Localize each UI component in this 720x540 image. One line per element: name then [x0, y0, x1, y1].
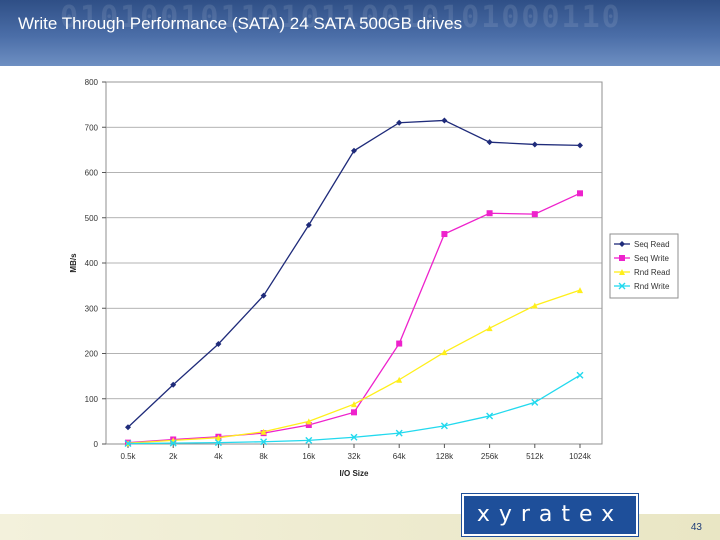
- legend-marker-rnd-read: [619, 269, 625, 275]
- x-axis-label: I/O Size: [340, 469, 369, 478]
- y-tick-label: 700: [85, 123, 99, 132]
- data-point-rnd-write: [214, 439, 222, 447]
- data-point-rnd-write: [305, 436, 313, 444]
- xyratex-logo: xyratex: [462, 494, 638, 536]
- y-tick-label: 800: [85, 78, 99, 87]
- data-point-rnd-read: [531, 302, 538, 309]
- legend-marker-rnd-write: [618, 282, 626, 290]
- data-point-seq-read: [215, 340, 222, 347]
- data-point-seq-read: [441, 117, 448, 124]
- legend-marker-seq-write: [619, 255, 625, 261]
- data-point-seq-read: [577, 142, 583, 149]
- data-point-rnd-write: [576, 371, 584, 379]
- y-tick-label: 500: [85, 214, 99, 223]
- data-point-seq-write: [531, 211, 538, 218]
- x-tick-label: 8k: [259, 452, 268, 461]
- data-point-seq-read: [260, 292, 267, 299]
- data-point-seq-read: [170, 381, 177, 388]
- legend-marker-seq-read: [619, 241, 625, 247]
- data-point-seq-write: [441, 231, 448, 238]
- data-point-rnd-write: [350, 433, 358, 441]
- y-tick-label: 300: [85, 304, 99, 313]
- y-tick-label: 200: [85, 350, 99, 359]
- x-tick-label: 64k: [393, 452, 407, 461]
- data-point-rnd-read: [305, 418, 312, 425]
- x-tick-label: 0.5k: [120, 452, 136, 461]
- x-tick-label: 1024k: [569, 452, 592, 461]
- data-point-seq-write: [305, 421, 312, 428]
- x-tick-label: 32k: [348, 452, 362, 461]
- data-point-rnd-write: [531, 398, 539, 406]
- data-point-rnd-write: [260, 438, 268, 446]
- data-point-seq-read: [305, 221, 312, 228]
- data-point-rnd-write: [124, 440, 132, 448]
- data-point-rnd-read: [577, 287, 583, 294]
- data-point-rnd-write: [440, 422, 448, 430]
- data-point-seq-read: [531, 141, 538, 148]
- data-point-seq-write: [577, 190, 583, 197]
- y-tick-label: 400: [85, 259, 99, 268]
- binary-background-decoration: 0101001011010110010101000110: [60, 0, 622, 35]
- slide-header: 0101001011010110010101000110 Write Throu…: [0, 0, 720, 66]
- legend-label-seq-write: Seq Write: [634, 254, 670, 263]
- data-point-seq-read: [486, 139, 493, 146]
- y-tick-label: 0: [94, 440, 99, 449]
- y-tick-label: 600: [85, 169, 99, 178]
- data-point-rnd-read: [351, 401, 357, 408]
- data-point-seq-read: [396, 119, 403, 126]
- data-point-seq-read: [351, 147, 357, 154]
- data-point-rnd-write: [395, 429, 403, 437]
- data-point-rnd-read: [215, 434, 222, 441]
- y-axis-label: MB/s: [69, 253, 78, 273]
- data-point-rnd-write: [169, 439, 177, 447]
- data-point-seq-write: [396, 340, 403, 347]
- page-number: 43: [690, 522, 702, 533]
- data-point-seq-read: [125, 424, 131, 431]
- y-tick-label: 100: [85, 395, 99, 404]
- slide-title: Write Through Performance (SATA) 24 SATA…: [18, 14, 463, 33]
- line-chart: 0 100 200 300 400 500 600 700 800 0.5k 2k 4k 8k 16k 32…: [69, 78, 679, 478]
- data-point-rnd-read: [441, 349, 448, 356]
- x-tick-label: 256k: [481, 452, 499, 461]
- chart-area: 0 100 200 300 400 500 600 700 800 0.5k 2k 4k 8k 16k 32…: [0, 66, 720, 516]
- x-tick-label: 2k: [169, 452, 178, 461]
- x-tick-label: 16k: [302, 452, 316, 461]
- x-tick-label: 4k: [214, 452, 223, 461]
- x-tick-label: 128k: [436, 452, 454, 461]
- data-point-rnd-read: [486, 325, 493, 332]
- legend-label-rnd-write: Rnd Write: [634, 282, 670, 291]
- data-point-seq-write: [351, 409, 357, 416]
- data-point-seq-write: [486, 210, 493, 217]
- x-tick-label: 512k: [526, 452, 544, 461]
- data-point-rnd-read: [260, 428, 267, 435]
- legend-label-rnd-read: Rnd Read: [634, 268, 670, 277]
- legend-label-seq-read: Seq Read: [634, 240, 670, 249]
- data-point-rnd-read: [396, 376, 403, 383]
- data-point-rnd-write: [486, 412, 494, 420]
